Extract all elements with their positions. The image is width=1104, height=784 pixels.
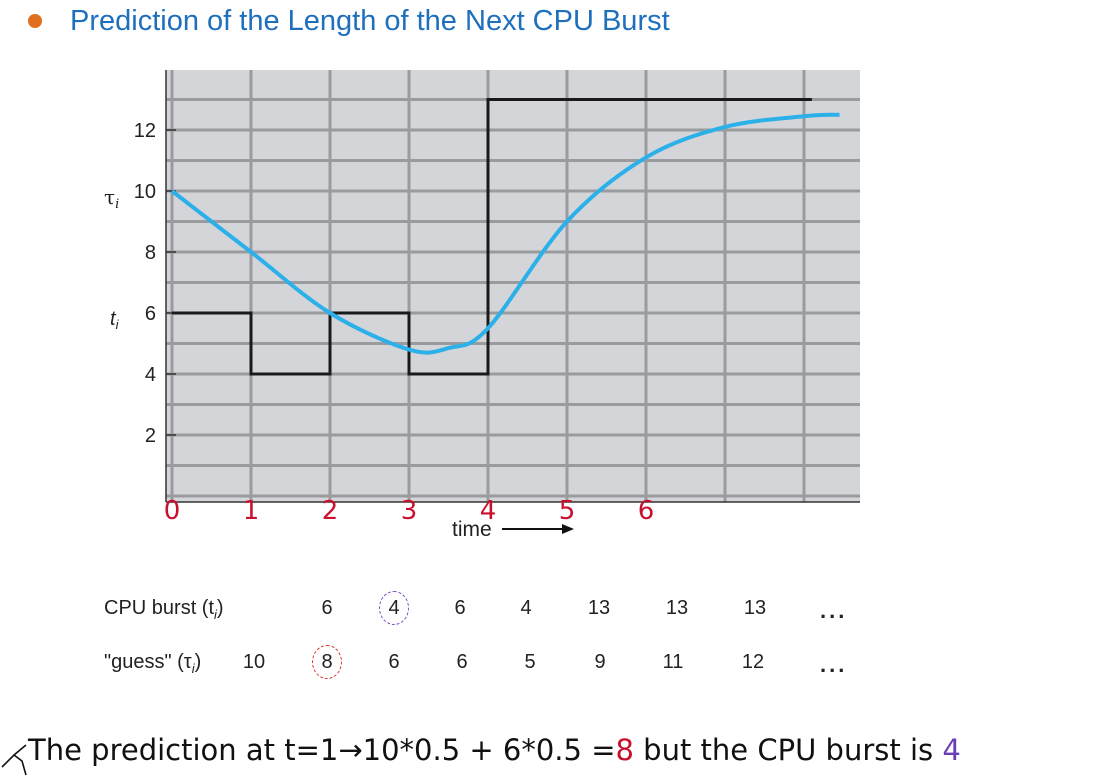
y-tick-label: 4 bbox=[145, 364, 156, 386]
x-marker-label: 6 bbox=[638, 496, 655, 526]
arrow-head-icon bbox=[562, 524, 574, 534]
burst-ellipsis: ... bbox=[820, 598, 848, 623]
y-label-t: ti bbox=[110, 308, 120, 332]
burst-value: 4 bbox=[520, 597, 532, 619]
guess-value: 10 bbox=[242, 651, 266, 673]
actual-value: 4 bbox=[942, 733, 961, 767]
x-marker-label: 0 bbox=[164, 496, 181, 526]
x-axis-markers: 0 1 2 3 4 5 6 bbox=[164, 496, 655, 526]
guess-value: 6 bbox=[388, 651, 400, 673]
pen-cursor-icon bbox=[1, 744, 27, 776]
guess-value: 11 bbox=[662, 651, 684, 673]
bullet-icon bbox=[28, 14, 42, 28]
x-marker-label: 1 bbox=[243, 496, 260, 526]
x-marker-label: 3 bbox=[401, 496, 418, 526]
explanation-text: The prediction at t=1→10*0.5 + 6*0.5 =8 … bbox=[28, 733, 961, 767]
burst-value: 13 bbox=[743, 597, 767, 619]
predicted-value: 8 bbox=[615, 733, 634, 767]
title-row: Prediction of the Length of the Next CPU… bbox=[22, 0, 670, 42]
burst-value: 4 bbox=[388, 597, 400, 619]
guess-value: 12 bbox=[741, 651, 765, 673]
y-label-tau: τi bbox=[104, 185, 119, 212]
x-marker-label: 5 bbox=[559, 496, 576, 526]
guess-value: 9 bbox=[594, 651, 606, 673]
x-axis-label: time bbox=[452, 518, 492, 541]
y-tick-label: 8 bbox=[145, 242, 156, 264]
x-marker-label: 4 bbox=[480, 496, 497, 526]
series-layer bbox=[170, 98, 840, 376]
guess-value: 5 bbox=[524, 651, 536, 673]
y-axis-ticks: 2 4 6 8 10 12 bbox=[134, 120, 176, 447]
burst-value: 6 bbox=[454, 597, 466, 619]
highlight-ring-actual bbox=[379, 591, 409, 625]
guess-curve bbox=[170, 112, 840, 355]
cpu-burst-row-label: CPU burst (ti) bbox=[104, 597, 224, 622]
y-tick-label: 2 bbox=[145, 425, 156, 447]
y-tick-label: 6 bbox=[145, 303, 156, 325]
plot-area bbox=[166, 70, 860, 502]
x-marker-label: 2 bbox=[322, 496, 339, 526]
slide-title: Prediction of the Length of the Next CPU… bbox=[70, 4, 670, 37]
y-tick-label: 12 bbox=[134, 120, 156, 142]
guess-value: 6 bbox=[456, 651, 468, 673]
highlight-ring-guess bbox=[312, 645, 342, 679]
cpu-burst-step-line bbox=[172, 98, 812, 376]
grid-lines bbox=[165, 70, 860, 503]
y-tick-label: 10 bbox=[134, 181, 156, 203]
guess-value: 8 bbox=[321, 651, 333, 673]
guess-ellipsis: ... bbox=[820, 652, 848, 677]
guess-row-label: "guess" (τi) bbox=[104, 651, 202, 676]
burst-value: 13 bbox=[665, 597, 689, 619]
burst-value: 13 bbox=[587, 597, 611, 619]
burst-value: 6 bbox=[321, 597, 333, 619]
